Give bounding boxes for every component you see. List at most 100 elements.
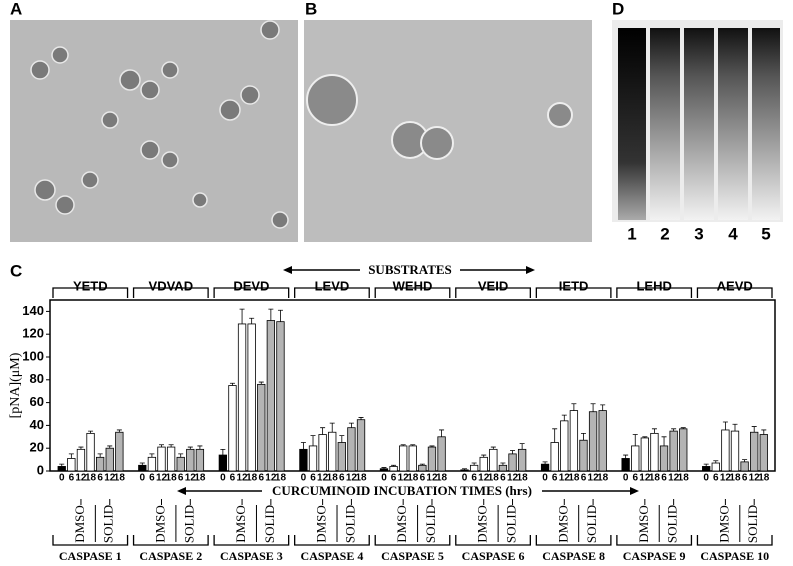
- bar: [356, 419, 366, 472]
- error-bar: [510, 450, 516, 454]
- label-bg: [262, 484, 542, 498]
- error-bar: [187, 446, 193, 450]
- error-bar: [168, 444, 174, 448]
- time-label: 6: [713, 473, 719, 484]
- error-bar: [703, 463, 709, 467]
- bar: [489, 448, 498, 472]
- time-label: 12: [346, 473, 358, 484]
- group-bracket: [374, 287, 451, 298]
- error-bar: [419, 463, 425, 466]
- treatment-label: SOLID: [181, 505, 196, 543]
- error-bar: [732, 423, 738, 432]
- time-label: 12: [668, 473, 680, 484]
- time-label: 0: [703, 473, 709, 484]
- caspase-label: CASPASE 6: [462, 549, 525, 563]
- time-label: 12: [426, 473, 438, 484]
- treatment-label: SOLID: [342, 505, 357, 543]
- bar: [759, 434, 768, 472]
- time-label: 12: [588, 473, 600, 484]
- caspase-label: CASPASE 8: [542, 549, 605, 563]
- error-bar: [642, 436, 648, 438]
- bar: [540, 463, 550, 472]
- time-label: 0: [140, 473, 146, 484]
- panel-label: B: [305, 0, 317, 18]
- error-bar: [561, 414, 567, 421]
- bar: [166, 446, 176, 472]
- group-bracket: [213, 287, 290, 298]
- time-label: 18: [517, 473, 529, 484]
- error-bar: [88, 430, 94, 434]
- substrate-label: WEHD: [393, 278, 433, 293]
- error-bar: [471, 462, 477, 466]
- treatment-label: SOLID: [745, 505, 760, 543]
- bar: [57, 466, 66, 472]
- treatment-label: DMSO: [233, 505, 248, 543]
- time-label: 12: [265, 473, 277, 484]
- bar: [299, 448, 308, 472]
- time-label: 12: [749, 473, 761, 484]
- error-bar: [277, 309, 283, 322]
- time-label: 6: [149, 473, 155, 484]
- error-bar: [500, 462, 506, 466]
- time-label: 12: [507, 473, 519, 484]
- y-tick-label: 60: [30, 394, 44, 409]
- bar: [389, 466, 398, 472]
- time-label: 18: [729, 473, 741, 484]
- time-label: 18: [649, 473, 661, 484]
- time-label: 6: [69, 473, 75, 484]
- bar: [517, 448, 527, 472]
- time-label: 12: [236, 473, 248, 484]
- error-bar: [651, 428, 657, 434]
- time-label: 12: [75, 473, 87, 484]
- bar: [337, 442, 346, 472]
- error-bar: [78, 446, 84, 450]
- bar: [659, 445, 669, 472]
- time-label: 18: [568, 473, 580, 484]
- caspase-label: CASPASE 10: [700, 549, 769, 563]
- caspase-bracket: [696, 535, 773, 546]
- bar: [508, 453, 517, 472]
- treatment-label: SOLID: [584, 505, 599, 543]
- caspase-label: CASPASE 1: [59, 549, 122, 563]
- error-bar: [751, 426, 757, 433]
- bar: [76, 448, 86, 472]
- error-bar: [661, 436, 667, 446]
- error-bar: [197, 445, 203, 450]
- time-label: 12: [317, 473, 329, 484]
- error-bar: [239, 308, 245, 324]
- bar: [669, 430, 678, 472]
- group-bracket: [132, 287, 209, 298]
- time-label: 18: [246, 473, 258, 484]
- error-bar: [580, 432, 586, 441]
- caspase-label: CASPASE 9: [623, 549, 686, 563]
- treatment-label: SOLID: [262, 505, 277, 543]
- gel: [612, 20, 783, 222]
- time-label: 6: [471, 473, 477, 484]
- time-label: 6: [742, 473, 748, 484]
- error-bar: [439, 429, 445, 437]
- error-bar: [268, 308, 274, 321]
- treatment-label: SOLID: [101, 505, 116, 543]
- time-label: 18: [275, 473, 287, 484]
- caspase-bracket: [294, 535, 370, 546]
- bar: [399, 445, 408, 472]
- caspase-bracket: [132, 535, 209, 546]
- bar: [711, 462, 720, 472]
- x-axis-label: CURCUMINOID INCUBATION TIMES (hrs): [272, 483, 532, 498]
- error-bar: [159, 444, 165, 448]
- error-bar: [97, 453, 103, 458]
- error-bar: [490, 446, 496, 450]
- error-bar: [348, 422, 354, 428]
- bar: [730, 430, 740, 472]
- time-label: 0: [59, 473, 65, 484]
- bar: [408, 445, 417, 472]
- error-bar: [519, 443, 525, 450]
- bar: [721, 429, 730, 472]
- bar: [96, 456, 105, 472]
- bar: [257, 383, 266, 472]
- caspase-bracket: [374, 535, 451, 546]
- bar: [176, 456, 185, 472]
- error-bar: [722, 421, 728, 430]
- y-tick-label: 100: [22, 348, 44, 363]
- error-bar: [300, 442, 306, 450]
